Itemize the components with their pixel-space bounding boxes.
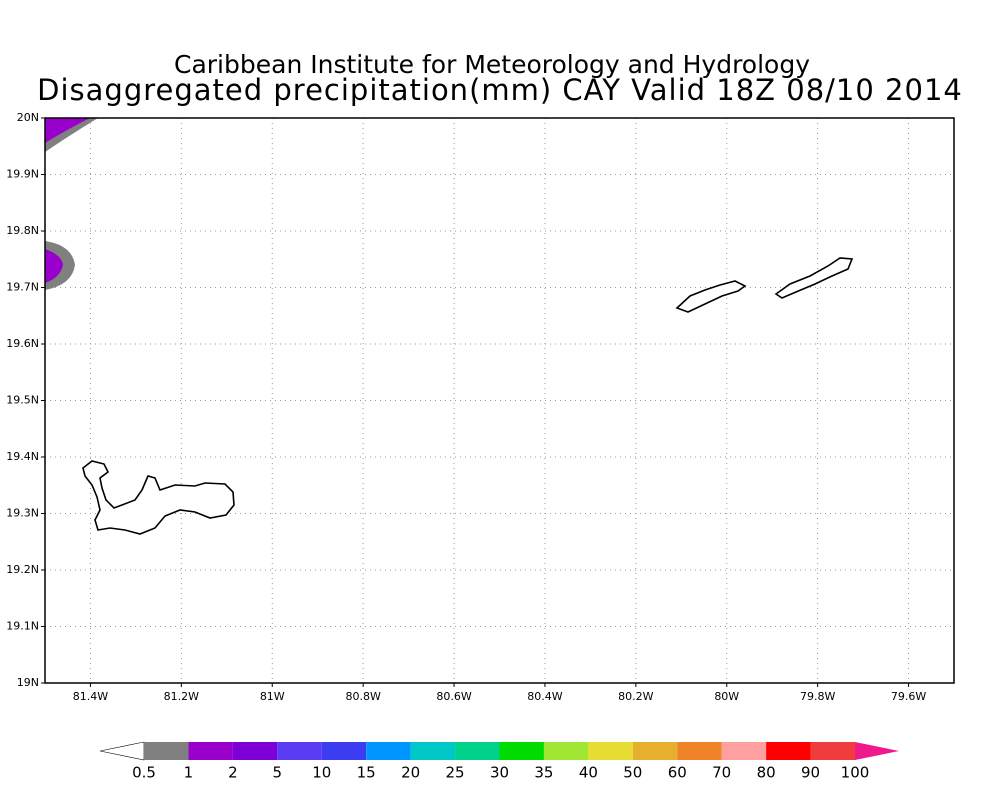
lat-tick-label: 19.9N — [6, 168, 39, 181]
precip-area — [45, 249, 63, 283]
colorbar-label: 15 — [357, 764, 376, 782]
lat-tick-label: 19.8N — [6, 224, 39, 237]
lat-tick-label: 19.2N — [6, 563, 39, 576]
lon-tick-label: 80W — [714, 690, 739, 703]
lat-tick-label: 19.7N — [6, 281, 39, 294]
colorbar-label: 40 — [579, 764, 598, 782]
colorbar-label: 2 — [228, 764, 238, 782]
colorbar-box — [410, 742, 456, 760]
colorbar-box — [721, 742, 767, 760]
colorbar-label: 50 — [623, 764, 642, 782]
colorbar-box — [766, 742, 811, 760]
colorbar-box — [232, 742, 278, 760]
lon-tick-label: 80.8W — [345, 690, 380, 703]
colorbar-label: 60 — [668, 764, 687, 782]
colorbar-label: 70 — [712, 764, 731, 782]
colorbar-box — [632, 742, 678, 760]
colorbar-end — [855, 742, 899, 760]
colorbar-label: 10 — [312, 764, 331, 782]
island — [82, 460, 235, 535]
map-frame — [44, 117, 955, 684]
colorbar-label: 5 — [273, 764, 283, 782]
lon-tick-label: 80.4W — [527, 690, 562, 703]
colorbar-label: 30 — [490, 764, 509, 782]
title: Caribbean Institute for Meteorology and … — [174, 50, 810, 79]
colorbar-label: 100 — [841, 764, 870, 782]
colorbar: 0.5 1 2 5 10 15 20 25 30 35 40 50 60 70 80 90 100 — [99, 741, 899, 782]
colorbar-box — [455, 742, 500, 760]
colorbar-box — [321, 742, 367, 760]
lat-tick-label: 19.3N — [6, 507, 39, 520]
lon-tick-label: 79.6W — [891, 690, 926, 703]
lat-tick-label: 20N — [17, 111, 39, 124]
colorbar-label: 20 — [401, 764, 420, 782]
island — [774, 257, 854, 299]
colorbar-label: 90 — [801, 764, 820, 782]
subtitle: Disaggregated precipitation(mm) CAY Vali… — [37, 73, 963, 107]
colorbar-box — [188, 742, 233, 760]
lon-tick-label: 81.4W — [73, 690, 108, 703]
grid: 20N 19.9N 19.8N 19.7N 19.6N 19.5N 19.4N 19.3N 19… — [6, 111, 954, 703]
lon-tick-label: 79.8W — [800, 690, 835, 703]
colorbar-label: 25 — [446, 764, 465, 782]
colorbar-label: 80 — [757, 764, 776, 782]
colorbar-box — [810, 742, 855, 760]
lat-tick-label: 19.1N — [6, 620, 39, 633]
colorbar-label: 35 — [534, 764, 553, 782]
colorbar-box — [588, 742, 633, 760]
colorbar-label: 0.5 — [132, 764, 156, 782]
lat-tick-label: 19N — [17, 676, 39, 689]
lat-tick-label: 19.6N — [6, 337, 39, 350]
colorbar-box — [366, 742, 411, 760]
colorbar-box — [144, 742, 189, 760]
precip-area — [45, 118, 90, 143]
lat-tick-label: 19.4N — [6, 450, 39, 463]
colorbar-box — [499, 742, 544, 760]
colorbar-end — [99, 741, 145, 761]
colorbar-box — [543, 742, 589, 760]
colorbar-box — [277, 742, 322, 760]
lon-tick-label: 80.6W — [436, 690, 471, 703]
colorbar-box — [677, 742, 722, 760]
lon-tick-label: 80.2W — [618, 690, 653, 703]
lon-tick-label: 81W — [260, 690, 285, 703]
lon-tick-label: 81.2W — [164, 690, 199, 703]
colorbar-label: 1 — [184, 764, 194, 782]
lat-tick-label: 19.5N — [6, 394, 39, 407]
island — [675, 280, 747, 313]
